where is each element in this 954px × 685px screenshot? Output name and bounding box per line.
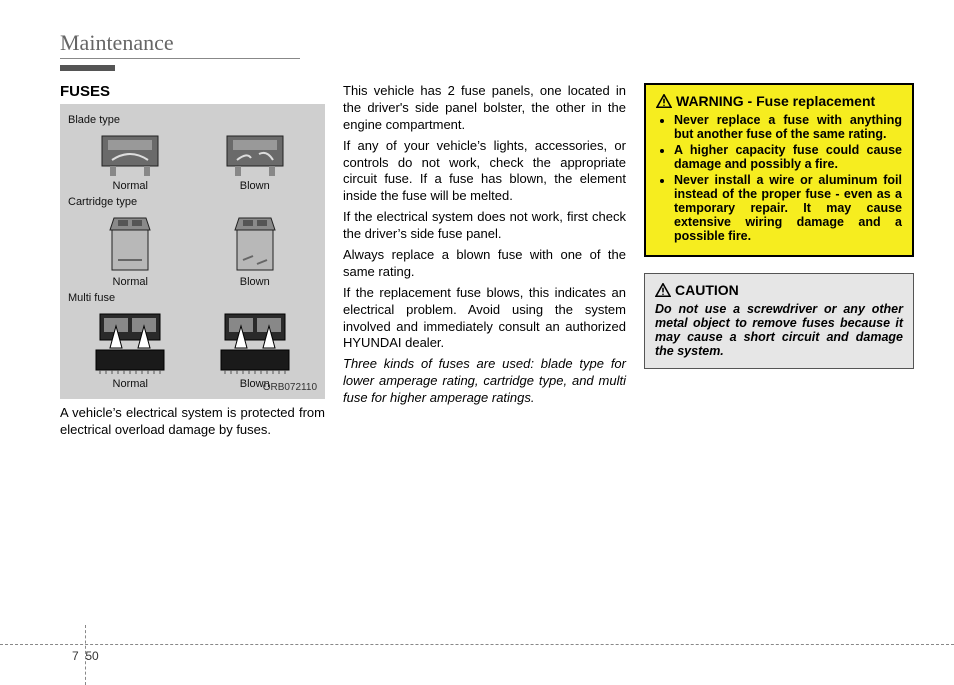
warning-subtitle: - Fuse replacement [744,93,876,109]
warning-box: WARNING - Fuse replacement Never replace… [644,83,914,257]
warning-item: Never replace a fuse with anything but a… [674,113,902,141]
footer-dashed-line [0,644,954,645]
caption-blown: Blown [219,180,291,192]
caution-box: CAUTION Do not use a screwdriver or any … [644,273,914,369]
paragraph: This vehicle has 2 fuse panels, one loca… [343,83,626,134]
fuse-multi-normal-icon [90,306,170,376]
paragraph-italic: Three kinds of fuses are used: blade typ… [343,356,626,407]
manual-page: Maintenance FUSES Blade type [0,0,954,443]
caption-normal: Normal [100,276,160,288]
fuse-blade-normal-icon [94,128,166,178]
fuse-blade-blown-icon [219,128,291,178]
paragraph: If the electrical system does not work, … [343,209,626,243]
warning-word: WARNING [676,93,744,109]
page-number: 7 50 [72,649,99,663]
fuse-cartridge-blown: Blown [225,210,285,288]
fuse-multi-blown: Blown [215,306,295,390]
column-1: FUSES Blade type Normal [60,83,325,443]
caption-normal: Normal [90,378,170,390]
fuse-multi-normal: Normal [90,306,170,390]
label-multi-fuse: Multi fuse [68,292,317,304]
paragraph: Always replace a blown fuse with one of … [343,247,626,281]
header-accent-bar [60,65,115,71]
chapter-number: 7 [72,649,79,663]
fuse-blade-blown: Blown [219,128,291,192]
col1-body-text: A vehicle’s electrical system is protect… [60,405,325,439]
caption-normal: Normal [94,180,166,192]
page-num: 50 [85,649,98,663]
caution-text: Do not use a screwdriver or any other me… [655,302,903,358]
warning-item: Never install a wire or aluminum foil in… [674,173,902,243]
fuse-row-cartridge: Normal Blown [68,210,317,288]
label-cartridge-type: Cartridge type [68,196,317,208]
caption-blown: Blown [225,276,285,288]
warning-item: A higher capacity fuse could cause damag… [674,143,902,171]
paragraph: If the replacement fuse blows, this indi… [343,285,626,353]
section-header: Maintenance [60,30,300,59]
fuse-cartridge-blown-icon [225,210,285,274]
fuse-cartridge-normal: Normal [100,210,160,288]
col1-paragraph: A vehicle’s electrical system is protect… [60,405,325,439]
fuse-blade-normal: Normal [94,128,166,192]
warning-title: WARNING - Fuse replacement [656,93,902,109]
warning-triangle-icon [656,94,672,108]
fuse-row-blade: Normal Blown [68,128,317,192]
caution-word: CAUTION [675,282,739,298]
paragraph: If any of your vehicle’s lights, accesso… [343,138,626,206]
label-blade-type: Blade type [68,114,317,126]
fuse-multi-blown-icon [215,306,295,376]
content-columns: FUSES Blade type Normal [60,83,914,443]
caution-title: CAUTION [655,282,903,298]
subheading-fuses: FUSES [60,83,325,100]
caution-triangle-icon [655,283,671,297]
column-2: This vehicle has 2 fuse panels, one loca… [343,83,626,443]
fuse-row-multi: Normal [68,306,317,390]
fuse-cartridge-normal-icon [100,210,160,274]
warning-list: Never replace a fuse with anything but a… [656,113,902,243]
fuse-types-figure: Blade type Normal [60,104,325,399]
column-3: WARNING - Fuse replacement Never replace… [644,83,914,443]
